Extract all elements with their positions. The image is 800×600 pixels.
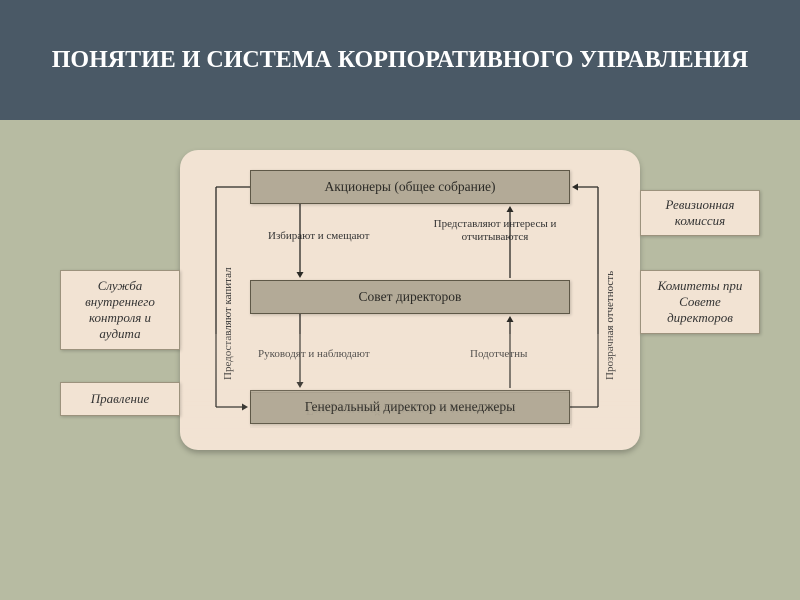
slide: ПОНЯТИЕ И СИСТЕМА КОРПОРАТИВНОГО УПРАВЛЕ… — [0, 0, 800, 600]
side-box-audit-label: Служба внутреннего контроля и аудита — [67, 278, 173, 343]
edge-label-interests: Представляют интересы и отчитываются — [420, 218, 570, 243]
side-box-committees-label: Комитеты при Совете директоров — [647, 278, 753, 327]
edge-label-transparency: Прозрачная отчетность — [604, 271, 616, 380]
side-box-committees: Комитеты при Совете директоров — [640, 270, 760, 334]
node-ceo-label: Генеральный директор и менеджеры — [305, 399, 515, 415]
node-shareholders-label: Акционеры (общее собрание) — [324, 179, 495, 195]
side-box-pravlenie-label: Правление — [91, 391, 150, 407]
edge-label-elect: Избирают и смещают — [268, 230, 369, 242]
side-box-pravlenie: Правление — [60, 382, 180, 416]
slide-title: ПОНЯТИЕ И СИСТЕМА КОРПОРАТИВНОГО УПРАВЛЕ… — [52, 47, 749, 74]
side-box-revision-label: Ревизионная комиссия — [647, 197, 753, 230]
edge-label-account: Подотчетны — [470, 348, 527, 360]
node-board: Совет директоров — [250, 280, 570, 314]
edge-label-lead: Руководят и наблюдают — [258, 348, 370, 360]
node-ceo: Генеральный директор и менеджеры — [250, 390, 570, 424]
diagram-area: Служба внутреннего контроля и аудита Пра… — [0, 120, 800, 600]
node-shareholders: Акционеры (общее собрание) — [250, 170, 570, 204]
side-box-audit: Служба внутреннего контроля и аудита — [60, 270, 180, 350]
slide-title-bar: ПОНЯТИЕ И СИСТЕМА КОРПОРАТИВНОГО УПРАВЛЕ… — [0, 0, 800, 120]
edge-label-interests-text: Представляют интересы и отчитываются — [434, 218, 557, 243]
side-box-revision: Ревизионная комиссия — [640, 190, 760, 236]
edge-label-capital: Предоставляют капитал — [222, 267, 234, 380]
node-board-label: Совет директоров — [359, 289, 462, 305]
